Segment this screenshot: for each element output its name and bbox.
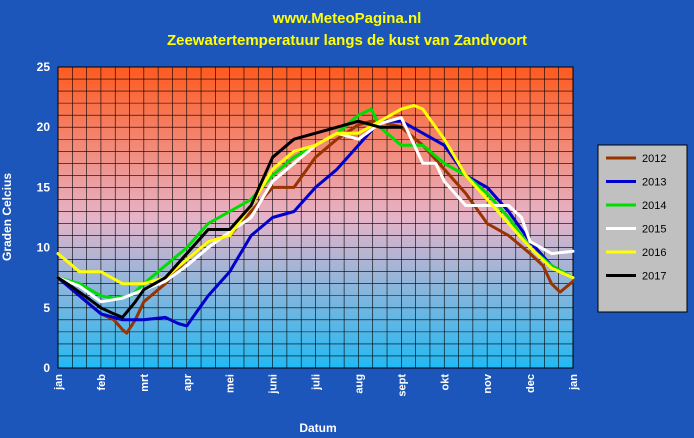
series-line-2017 [56,119,403,319]
series-line-2016 [56,104,575,286]
x-tick-label: aug [353,374,365,394]
x-tick-label: okt [439,374,451,391]
x-tick-label: mei [225,374,237,393]
x-tick-label: jan [568,374,580,391]
x-tick-label: juli [311,374,323,391]
series-lines [56,104,575,335]
y-tick-label: 15 [37,180,51,194]
x-tick-label: jan [53,374,65,391]
x-axis-label: Datum [299,421,336,435]
legend-label-2012: 2012 [642,153,666,165]
y-tick-label: 10 [37,241,51,255]
y-tick-label: 0 [43,361,50,375]
series-line-2013 [56,119,575,328]
site-title: www.MeteoPagina.nl [272,10,422,27]
x-tick-label: feb [96,374,108,391]
plot-border [57,66,574,369]
x-tick-label: mrt [139,374,151,392]
x-tick-label: apr [182,373,194,391]
y-tick-label: 25 [37,60,51,74]
legend-label-2015: 2015 [642,224,666,236]
y-axis-label: Graden Celcius [0,173,14,261]
legend-label-2016: 2016 [642,247,666,259]
y-tick-label: 5 [43,301,50,315]
y-tick-label: 20 [37,120,51,134]
x-axis-ticks: jan feb mrt apr mei juni juli aug sept okt nov dec j… [53,373,580,397]
x-tick-label: nov [482,373,494,393]
series-line-2012 [56,119,575,335]
legend-label-2014: 2014 [642,200,666,212]
x-tick-label: juni [268,374,280,395]
x-tick-label: sept [396,374,408,397]
x-tick-label: dec [525,374,537,393]
y-axis-ticks: 0 5 10 15 20 25 [37,60,51,375]
chart-title: Zeewatertemperatuur langs de kust van Za… [166,32,528,49]
legend-label-2013: 2013 [642,177,666,189]
legend: 2012 2013 2014 2015 2016 2017 [597,144,688,313]
legend-label-2017: 2017 [642,271,666,283]
